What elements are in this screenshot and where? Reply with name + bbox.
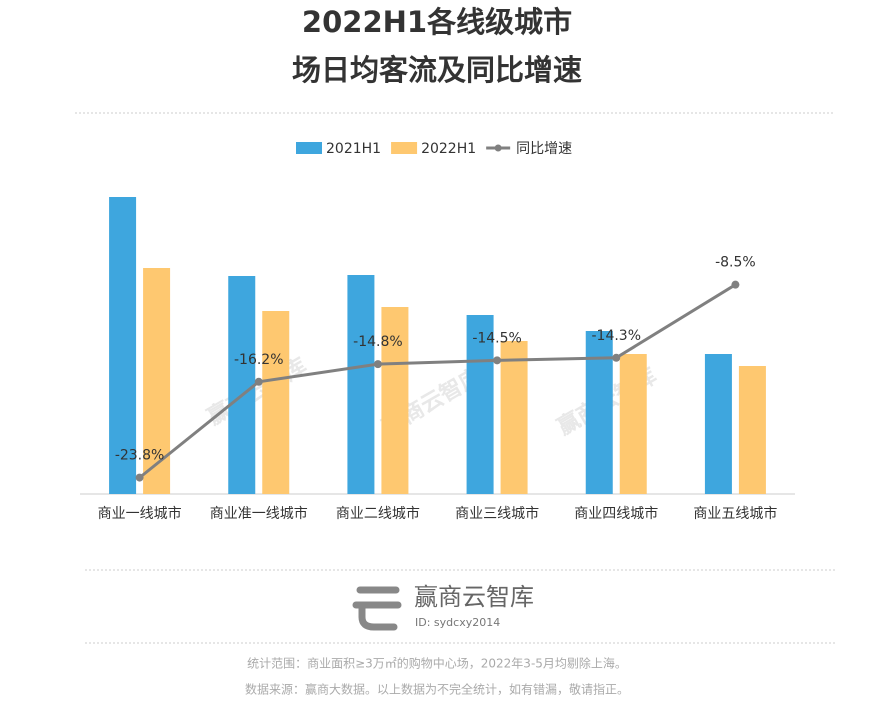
data-label: -14.8%	[353, 334, 403, 350]
legend-label: 同比增速	[516, 141, 572, 157]
brand: 赢商云智库	[414, 583, 534, 611]
bar	[347, 275, 375, 494]
chart-title: 场日均客流及同比增速	[292, 53, 582, 87]
footnote: 数据来源：赢商大数据。以上数据为不完全统计，如有错漏，敬请指正。	[245, 682, 629, 697]
legend-swatch	[391, 142, 418, 154]
x-tick-label: 商业二线城市	[336, 505, 420, 522]
bar	[228, 276, 256, 494]
bar	[704, 354, 732, 494]
chart-title: 2022H1各线级城市	[302, 5, 572, 39]
bar	[585, 331, 613, 494]
bar	[619, 354, 647, 494]
x-tick-label: 商业四线城市	[574, 505, 658, 522]
line-point	[612, 353, 621, 362]
line-point	[493, 356, 502, 365]
x-tick-label: 商业五线城市	[693, 505, 777, 522]
data-label: -16.2%	[234, 352, 284, 368]
data-label: -14.5%	[472, 330, 522, 346]
line-point	[373, 360, 382, 369]
line-point	[135, 473, 144, 482]
line-point	[254, 377, 263, 386]
x-tick-label: 商业准一线城市	[210, 505, 308, 522]
legend-swatch	[494, 144, 502, 152]
account-id: ID: sydcxy2014	[415, 616, 500, 629]
logo-icon	[352, 586, 402, 631]
data-label: -8.5%	[715, 255, 756, 271]
x-tick-label: 商业一线城市	[98, 505, 182, 522]
bar	[500, 341, 528, 494]
footnote: 统计范围：商业面积≥3万㎡的购物中心场，2022年3-5月均剔除上海。	[247, 656, 627, 671]
legend-label: 2022H1	[421, 141, 476, 157]
bar	[466, 315, 494, 494]
x-tick-label: 商业三线城市	[455, 505, 539, 522]
bar	[738, 366, 766, 494]
data-label: -14.3%	[591, 328, 641, 344]
bar	[381, 307, 409, 494]
bar	[262, 311, 290, 494]
legend-swatch	[296, 142, 322, 154]
data-label: -23.8%	[115, 448, 165, 464]
bar	[109, 197, 137, 494]
line	[138, 283, 737, 479]
line-point	[731, 280, 740, 289]
legend-label: 2021H1	[326, 141, 381, 157]
